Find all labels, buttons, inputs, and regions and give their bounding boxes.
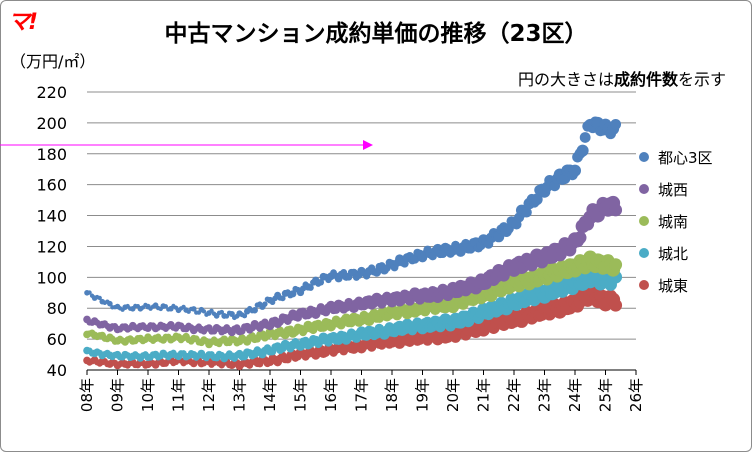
data-point (576, 144, 589, 157)
data-point (201, 309, 207, 314)
data-point (289, 290, 297, 298)
data-point (163, 304, 168, 309)
x-tick-label: 24年 (566, 378, 584, 412)
note-suffix: を示す (677, 70, 726, 89)
legend-marker (639, 184, 649, 194)
data-point (573, 231, 587, 245)
data-point (97, 295, 102, 301)
y-tick-label: 140 (36, 207, 67, 226)
x-tick-label: 26年 (627, 378, 645, 412)
data-point (493, 231, 505, 243)
data-point (279, 295, 286, 302)
data-point (224, 313, 230, 319)
y-tick-label: 180 (36, 145, 67, 164)
y-axis-unit-label: （万円/㎡） (10, 52, 96, 71)
data-point (317, 279, 325, 286)
x-tick-label: 25年 (597, 378, 615, 412)
x-tick-label: 11年 (170, 378, 188, 412)
data-point (579, 132, 591, 143)
chart-title: 中古マンション成約単価の推移（23区） (164, 21, 588, 47)
annotation-arrow-head (363, 140, 373, 150)
x-tick-label: 08年 (78, 378, 96, 412)
data-point (242, 313, 248, 319)
data-point (531, 193, 543, 206)
legend-label: 城南 (658, 213, 688, 231)
note-bold: 成約件数 (613, 70, 678, 89)
y-tick-label: 220 (36, 83, 67, 102)
x-tick-label: 15年 (292, 378, 310, 412)
x-tick-label: 19年 (414, 378, 432, 412)
data-point (609, 298, 623, 312)
y-tick-label: 40 (47, 361, 67, 380)
y-tick-label: 100 (36, 268, 67, 287)
data-point (569, 164, 581, 177)
legend-marker (639, 280, 649, 290)
legend-label: 城西 (658, 181, 688, 199)
x-tick-label: 13年 (231, 378, 249, 412)
data-point (609, 258, 623, 272)
x-tick-label: 23年 (536, 378, 554, 412)
data-point (521, 207, 532, 218)
data-point (609, 203, 623, 217)
legend-marker (639, 216, 649, 226)
brand-logo: マ! (8, 10, 38, 35)
x-tick-label: 14年 (261, 378, 279, 412)
data-point (307, 284, 314, 291)
data-point (107, 300, 113, 307)
y-tick-label: 80 (47, 299, 67, 318)
data-point (262, 301, 268, 307)
legend-label: 都心3区 (658, 149, 713, 167)
x-tick-label: 22年 (505, 378, 523, 412)
x-tick-label: 09年 (109, 378, 127, 412)
data-point (251, 307, 258, 314)
data-point (87, 290, 92, 295)
x-tick-label: 16年 (322, 378, 340, 412)
y-tick-label: 200 (36, 114, 67, 133)
x-tick-label: 18年 (383, 378, 401, 412)
y-tick-label: 60 (47, 330, 67, 349)
legend-marker (639, 248, 649, 258)
y-tick-label: 160 (36, 176, 67, 195)
x-tick-label: 10年 (139, 378, 157, 412)
data-point (209, 308, 214, 314)
legend-label: 城北 (658, 245, 688, 263)
y-tick-label: 120 (36, 237, 67, 256)
x-tick-label: 17年 (353, 378, 371, 412)
note-prefix: 円の大きさは (517, 70, 614, 89)
data-point (610, 118, 622, 130)
x-tick-label: 12年 (200, 378, 218, 412)
x-tick-label: 21年 (475, 378, 493, 412)
data-point (190, 306, 197, 312)
legend-marker (639, 152, 649, 162)
bubble-size-note: 円の大きさは成約件数を示す (518, 66, 726, 90)
x-tick-label: 20年 (444, 378, 462, 412)
legend-label: 城東 (658, 277, 688, 295)
data-point (219, 309, 225, 315)
